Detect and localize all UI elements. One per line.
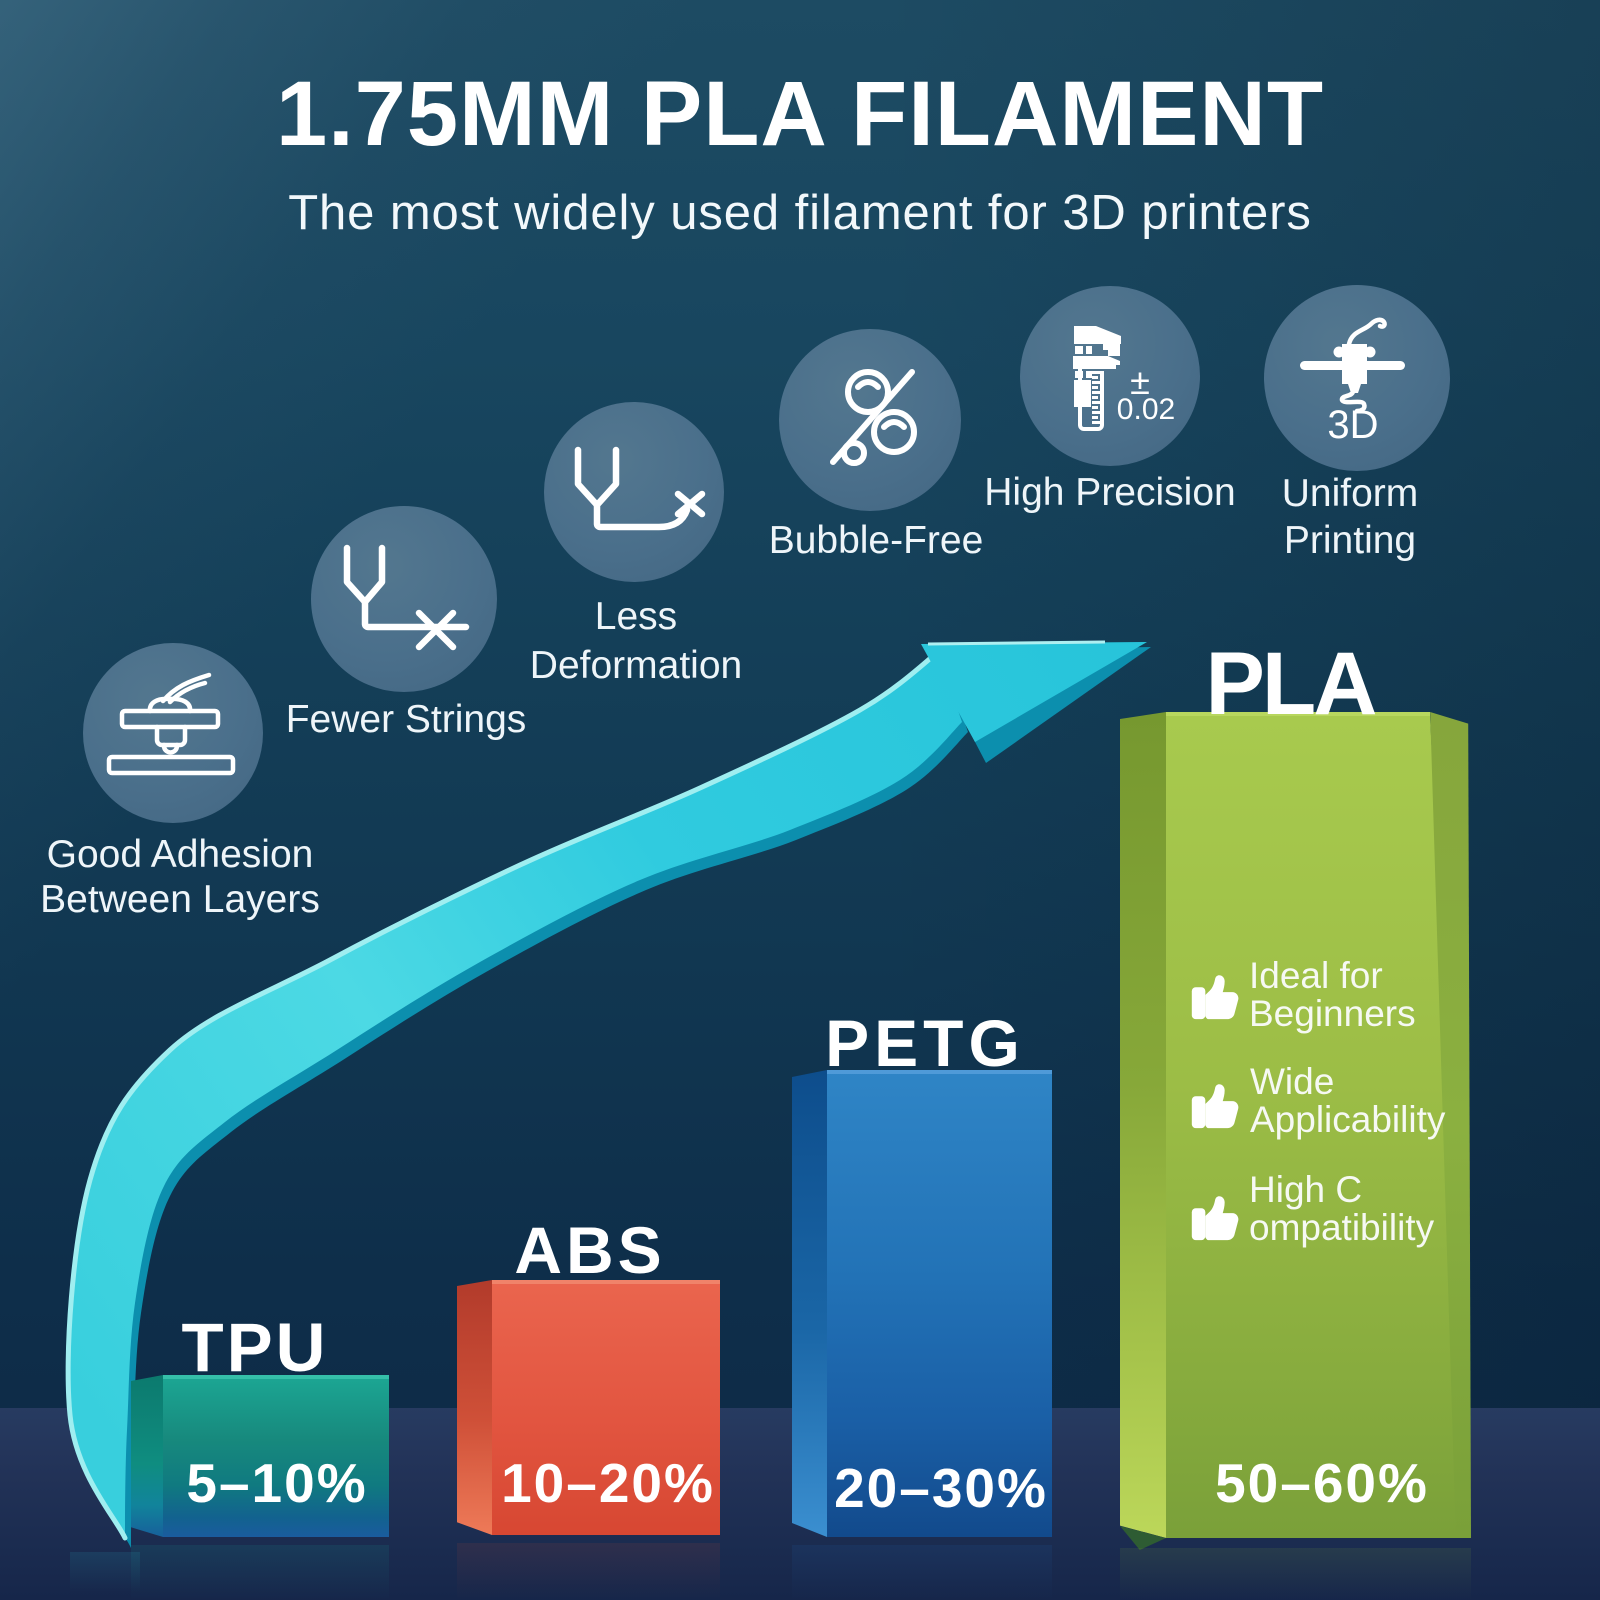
svg-text:3D: 3D	[1327, 403, 1378, 447]
svg-text:0.02: 0.02	[1117, 393, 1175, 426]
svg-text:±: ±	[1130, 361, 1150, 402]
